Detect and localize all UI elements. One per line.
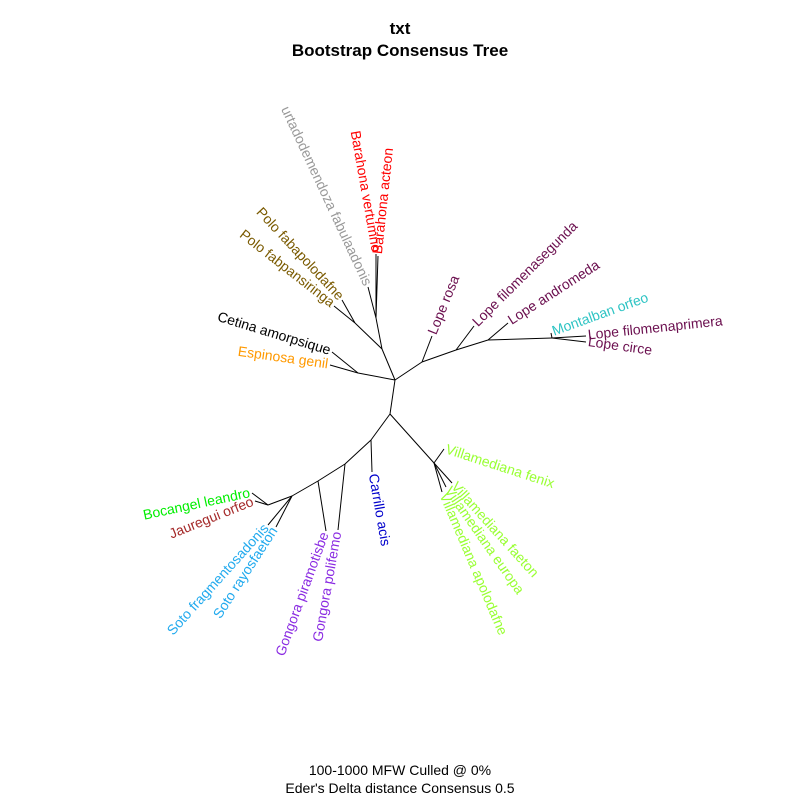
branch-tip-vill_europa (433, 462, 447, 488)
tree-branches (251, 254, 587, 532)
branch-tip-vill_apolodafne (433, 462, 443, 493)
branch-tip-gongora_polifemo (337, 463, 346, 531)
branch-R-S (389, 379, 396, 415)
branch-U-B (354, 322, 383, 350)
branch-tip-polo_fabapolodafne (341, 299, 356, 324)
chart-title: txt (389, 19, 411, 38)
chart-subtitle: Bootstrap Consensus Tree (291, 41, 509, 60)
branch-tip-polo_fabpansiringa (333, 305, 356, 324)
tip-label-lope-rosa: Lope rosa (424, 273, 462, 337)
branch-G-G1 (344, 439, 372, 465)
branch-L1-L2 (455, 339, 489, 351)
branch-tip-lope_filomenaprimera (551, 335, 587, 339)
branch-U-A (375, 317, 383, 350)
branch-R-U (381, 348, 396, 381)
branch-G2-G3 (291, 480, 319, 497)
branch-tip-gongora_piramotisbe (317, 480, 327, 532)
branch-tip-soto_fragmentosadonis (267, 495, 293, 526)
tip-label-carrillo: Carrillo acis (366, 472, 394, 547)
tip-label-lope-circe: Lope circe (587, 333, 653, 358)
branch-L-L1 (421, 349, 457, 363)
branch-S-G (370, 413, 391, 441)
branch-tip-lope_filomenasegunda (455, 325, 475, 351)
branch-tip-bocangel (251, 492, 269, 506)
branch-G3-G4 (267, 495, 293, 506)
branch-S-V (389, 413, 435, 464)
branch-tip-hurtado (367, 286, 377, 319)
branch-tip-soto_rayosfaeton (275, 495, 293, 528)
branch-tip-vill_fenix (433, 448, 445, 464)
branch-G1-G2 (317, 463, 346, 482)
branch-tip-barahona_acteon (375, 255, 379, 319)
branch-R-D (357, 372, 396, 381)
branch-tip-cetina (331, 351, 359, 374)
branch-tip-carrillo (370, 439, 373, 473)
caption-mfw: 100-1000 MFW Culled @ 0% (308, 762, 492, 778)
branch-L2-L3 (487, 337, 553, 341)
branch-tip-montalban (550, 332, 553, 339)
caption-distance: Eder's Delta distance Consensus 0.5 (285, 780, 515, 796)
branch-tip-jauregui (254, 500, 269, 506)
branch-tip-lope_andromeda (487, 322, 509, 341)
branch-tip-lope_circe (551, 337, 587, 343)
branch-R-L (394, 361, 423, 381)
branch-tip-vill_faeton (433, 462, 453, 484)
branch-tip-lope_rosa (421, 335, 433, 363)
branch-tip-espinosa (329, 364, 359, 374)
